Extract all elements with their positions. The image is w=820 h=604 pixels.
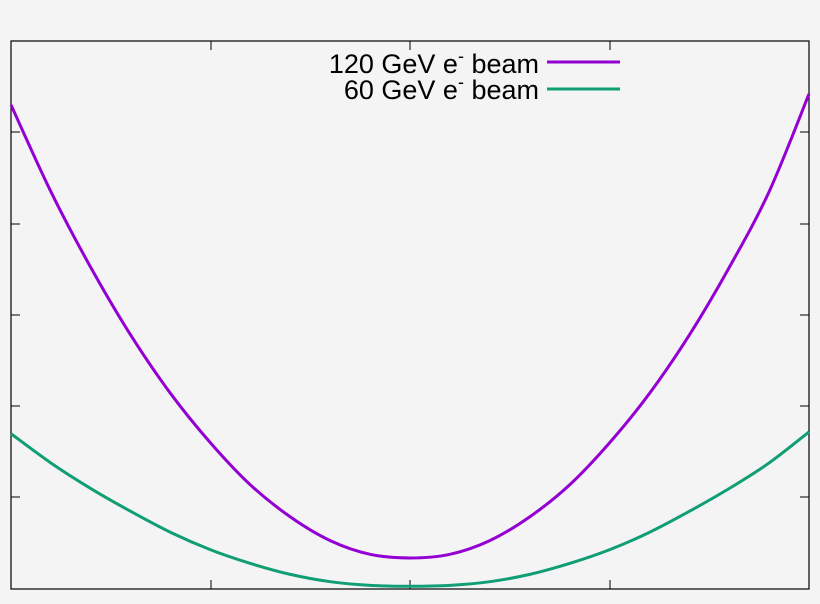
- legend: 120 GeV e- beam 60 GeV e- beam: [329, 46, 620, 105]
- axis-ticks: [11, 41, 809, 589]
- legend-label-120gev: 120 GeV e- beam: [329, 46, 539, 79]
- series-group: [9, 93, 811, 588]
- legend-label-60gev: 60 GeV e- beam: [344, 72, 539, 105]
- legend-entry-60gev: 60 GeV e- beam: [344, 72, 620, 105]
- legend-entry-120gev: 120 GeV e- beam: [329, 46, 620, 79]
- series-line-60gev: [10, 430, 810, 588]
- series-line-120gev: [9, 93, 811, 560]
- plot-frame: [10, 40, 810, 590]
